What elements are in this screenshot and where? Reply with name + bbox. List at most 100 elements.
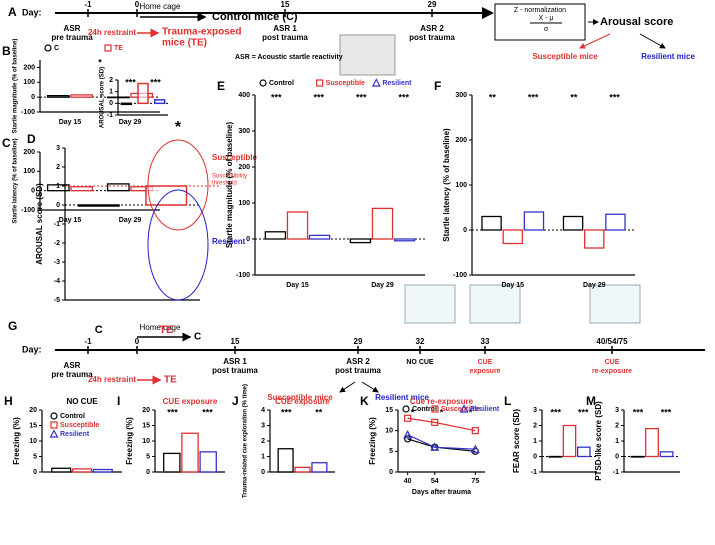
label: Day: — [22, 344, 42, 354]
label: Day: — [22, 7, 42, 17]
y-tick-label: 5 — [389, 448, 393, 455]
legend-marker — [459, 404, 469, 413]
legend-label: C — [54, 45, 59, 52]
label: exposure — [469, 368, 500, 375]
y-axis-label: FEAR score (SD) — [512, 409, 521, 473]
y-axis-label: AROUSAL score (SD) — [100, 67, 106, 128]
y-tick-label: 1 — [615, 438, 619, 445]
y-tick-label: 4 — [261, 407, 265, 414]
y-tick-label: 0 — [246, 236, 250, 243]
y-tick-label: -100 — [453, 272, 467, 279]
y-tick-label: 15 — [142, 422, 150, 429]
y-tick-label: 200 — [455, 137, 467, 144]
y-tick-label: 10 — [142, 438, 150, 445]
bar — [46, 95, 70, 98]
label: post trauma — [335, 366, 381, 375]
label: G — [8, 319, 17, 333]
label: Susceptible mice — [532, 52, 598, 61]
y-tick-label: 10 — [385, 428, 393, 435]
label: Resilient mice — [641, 52, 695, 61]
bar — [163, 452, 181, 473]
legend-marker — [431, 405, 439, 413]
bar — [502, 229, 523, 245]
y-tick-label: 2 — [109, 77, 113, 84]
label: 32 — [416, 337, 425, 346]
y-tick-label: 100 — [238, 200, 250, 207]
bar — [106, 183, 130, 192]
x-tick-label: Day 15 — [59, 119, 82, 126]
legend-marker — [316, 79, 324, 87]
label: pre trauma — [51, 370, 93, 379]
legend-label: Susceptible — [326, 80, 365, 87]
arrow — [339, 381, 356, 393]
y-axis-label: Freezing (%) — [125, 417, 134, 465]
significance: *** — [167, 407, 178, 417]
bar — [77, 204, 120, 207]
label: ASR 1 — [273, 24, 297, 33]
y-tick-label: 5 — [146, 453, 150, 460]
label: 0 — [135, 0, 140, 9]
bar — [349, 238, 372, 244]
y-tick-label: 100 — [23, 168, 35, 175]
label: Z - normalization — [514, 7, 566, 14]
y-axis-label: Freezing (%) — [12, 417, 21, 465]
label: 15 — [281, 0, 290, 9]
y-tick-label: 0 — [261, 469, 265, 476]
line-series — [407, 434, 476, 450]
bar — [199, 451, 217, 473]
y-axis-label: Startle magnitude (% of baseline) — [225, 122, 234, 249]
y-tick-label: 0 — [146, 469, 150, 476]
legend-label: TE — [114, 45, 123, 52]
y-tick-label: 0 — [31, 94, 35, 101]
arrow — [639, 33, 666, 49]
label: A — [8, 5, 17, 19]
y-axis-label: Startle magnitude (% of baseline) — [13, 39, 19, 134]
bar — [311, 462, 328, 473]
label: Control mice (C) — [212, 11, 298, 23]
label: 40/54/75 — [596, 337, 628, 346]
x-tick-label: Day 29 — [119, 119, 142, 126]
y-tick-label: -100 — [236, 272, 250, 279]
y-tick-label: 2 — [261, 438, 265, 445]
bar — [181, 432, 199, 473]
legend-marker — [371, 78, 381, 87]
significance: *** — [313, 92, 324, 102]
y-tick-label: 300 — [455, 92, 467, 99]
label: Susceptibility — [212, 174, 247, 180]
label: Resilient — [212, 237, 246, 246]
y-tick-label: 0 — [56, 202, 60, 209]
significance: *** — [578, 407, 589, 417]
bar — [137, 82, 149, 105]
point — [470, 444, 480, 453]
label: 29 — [428, 0, 437, 9]
point — [403, 430, 413, 439]
label: C — [194, 332, 201, 343]
label: 24h restraint — [88, 375, 136, 384]
chart-title: CUE exposure — [163, 397, 218, 406]
y-tick-label: -4 — [54, 278, 60, 285]
point — [404, 414, 412, 422]
bar — [51, 467, 72, 473]
label: 24h restraint — [88, 28, 136, 37]
y-axis-label: Trauma-related cue exploration (% time) — [243, 384, 249, 498]
significance: *** — [528, 92, 539, 102]
bar — [46, 184, 70, 192]
label: TE — [164, 375, 177, 386]
chart-title: NO CUE — [66, 397, 98, 406]
point — [471, 427, 479, 435]
bar — [562, 215, 584, 231]
y-tick-label: -1 — [531, 469, 537, 476]
y-tick-label: -1 — [54, 221, 60, 228]
x-tick-label: Day 29 — [371, 282, 394, 289]
bar — [71, 468, 93, 473]
y-tick-label: 15 — [29, 422, 37, 429]
y-tick-label: -1 — [613, 469, 619, 476]
legend-label: Control — [269, 80, 294, 87]
y-tick-label: -100 — [21, 207, 35, 214]
y-tick-label: 400 — [238, 92, 250, 99]
label: Trauma-exposed — [162, 27, 241, 38]
formula-box — [494, 3, 586, 41]
bar — [630, 455, 645, 458]
label: Home cage — [140, 2, 181, 11]
label: post trauma — [409, 33, 455, 42]
